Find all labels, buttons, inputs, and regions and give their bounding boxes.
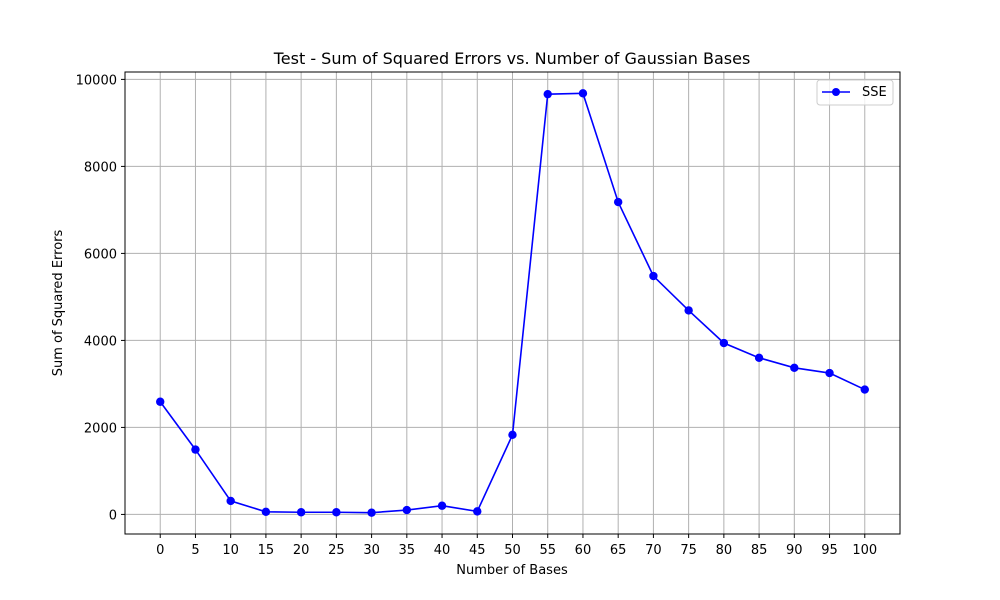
x-tick-label: 50 <box>504 543 521 558</box>
x-tick-label: 20 <box>293 543 310 558</box>
x-tick-label: 55 <box>539 543 556 558</box>
x-tick-label: 75 <box>680 543 697 558</box>
data-point <box>613 197 623 207</box>
data-point <box>790 363 799 373</box>
data-point <box>719 338 729 348</box>
data-point <box>226 496 235 506</box>
data-point <box>191 445 200 454</box>
y-tick-label: 10000 <box>76 73 117 88</box>
data-point <box>860 385 869 394</box>
x-axis-ticks: 0 5 10 15 20 25 30 35 40 45 50 55 60 65 70 75 80 85 90 95 10… <box>156 534 877 558</box>
x-tick-label: 65 <box>610 543 627 558</box>
x-tick-label: 85 <box>751 543 768 558</box>
data-point <box>261 507 271 517</box>
legend-marker-sse <box>832 88 840 96</box>
y-tick-label: 8000 <box>84 160 117 175</box>
chart-title: Test - Sum of Squared Errors vs. Number … <box>273 49 751 68</box>
y-tick-label: 4000 <box>84 334 117 349</box>
x-tick-label: 60 <box>575 543 592 558</box>
x-axis-label: Number of Bases <box>456 563 568 578</box>
series-layer <box>156 89 869 517</box>
y-axis-label: Sum of Squared Errors <box>51 229 66 376</box>
data-point <box>684 306 693 315</box>
data-point <box>754 353 764 363</box>
x-tick-label: 25 <box>328 543 345 558</box>
data-point <box>508 430 517 440</box>
data-point <box>825 368 834 378</box>
data-point <box>649 271 658 281</box>
x-tick-label: 40 <box>434 543 451 558</box>
grid <box>125 72 900 534</box>
x-tick-label: 45 <box>469 543 486 558</box>
data-point <box>437 501 447 510</box>
y-axis-ticks: 0 2000 4000 6000 8000 10000 <box>76 73 125 523</box>
x-tick-label: 10 <box>222 543 239 558</box>
y-tick-label: 2000 <box>84 421 117 436</box>
x-tick-label: 80 <box>716 543 733 558</box>
data-point <box>473 507 482 516</box>
legend: SSE <box>816 79 894 106</box>
legend-box <box>816 79 894 106</box>
data-point <box>367 508 376 517</box>
x-tick-label: 35 <box>399 543 416 558</box>
data-point <box>156 397 165 406</box>
x-tick-label: 100 <box>852 543 877 558</box>
y-tick-label: 6000 <box>84 247 117 262</box>
x-tick-label: 5 <box>191 543 199 558</box>
y-tick-label: 0 <box>109 508 117 523</box>
legend-label-sse: SSE <box>862 85 887 100</box>
x-tick-label: 95 <box>821 543 838 558</box>
x-tick-label: 15 <box>258 543 275 558</box>
data-point <box>402 505 412 515</box>
x-tick-label: 90 <box>786 543 803 558</box>
data-point <box>296 508 306 517</box>
data-point <box>543 89 552 99</box>
x-tick-label: 0 <box>156 543 164 558</box>
x-tick-label: 30 <box>363 543 380 558</box>
data-point <box>332 508 341 517</box>
data-point <box>578 89 588 98</box>
x-tick-label: 70 <box>645 543 662 558</box>
